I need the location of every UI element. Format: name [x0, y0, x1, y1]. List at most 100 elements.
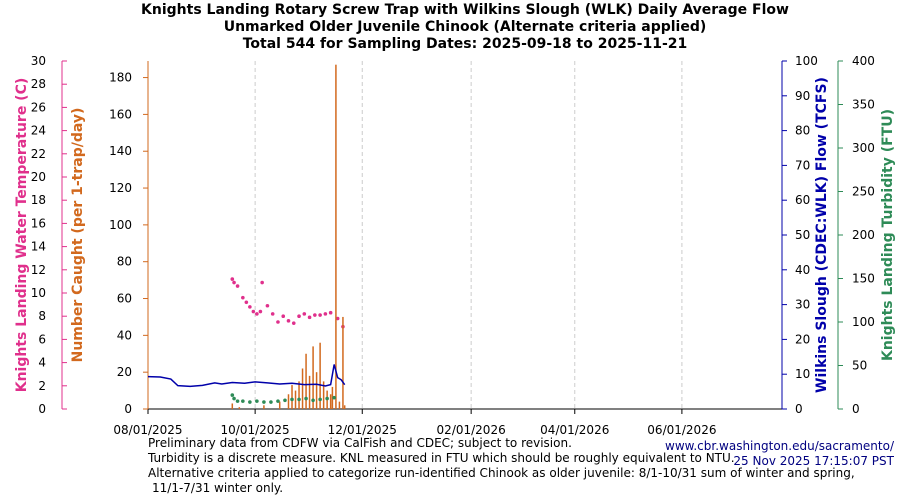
bar [308, 375, 311, 409]
y-tick-label: 80 [117, 255, 132, 269]
y-tick-label: 12 [31, 263, 46, 277]
bar [342, 316, 344, 409]
point [311, 398, 315, 403]
point [318, 397, 322, 402]
bar [298, 381, 300, 409]
y-tick-label: 300 [852, 141, 875, 155]
point [297, 397, 301, 402]
bar [231, 403, 234, 409]
point [232, 396, 236, 401]
y-tick-label: 0 [38, 402, 46, 416]
y-tick-label: 6 [38, 332, 46, 346]
point [248, 400, 252, 404]
chart-subtitle: Total 544 for Sampling Dates: 2025-09-18… [243, 36, 688, 52]
bar [238, 407, 241, 409]
bar [305, 353, 307, 409]
point [262, 400, 266, 404]
y-tick-label: 0 [795, 402, 803, 416]
point [290, 397, 294, 402]
y-tick-label: 80 [795, 124, 810, 138]
y-tick-label: 100 [795, 54, 818, 68]
y-tick-label: 50 [852, 359, 867, 373]
y-tick-label: 20 [795, 332, 810, 346]
y-tick-label: 20 [117, 365, 132, 379]
bar [335, 64, 337, 409]
y-tick-label: 30 [795, 298, 810, 312]
y-tick-label: 14 [31, 240, 46, 254]
y-tick-label: 26 [31, 100, 46, 114]
point [276, 399, 280, 403]
x-tick-label: 12/01/2025 [328, 423, 397, 437]
y-tick-label: 10 [31, 286, 46, 300]
x-tick-label: 10/01/2025 [221, 423, 290, 437]
y-tick-label: 24 [31, 124, 46, 138]
point [307, 315, 312, 320]
y-tick-label: 140 [109, 144, 132, 158]
y-tick-label: 70 [795, 158, 810, 172]
point [283, 398, 287, 403]
point [323, 312, 328, 316]
timestamp: 25 Nov 2025 17:15:07 PST [733, 454, 894, 468]
point [291, 321, 296, 325]
point [255, 399, 259, 403]
bar [319, 342, 321, 409]
y-tick-label: 40 [117, 328, 132, 342]
point [328, 310, 333, 315]
point [244, 300, 249, 305]
point [235, 284, 240, 288]
y-tick-label: 100 [109, 218, 132, 232]
bar [343, 405, 346, 409]
point [304, 396, 308, 401]
y-tick-label: 10 [795, 367, 810, 381]
y-tick-label: 100 [852, 315, 875, 329]
y-tick-label: 200 [852, 228, 875, 242]
x-tick-label: 08/01/2025 [113, 423, 182, 437]
point [258, 309, 263, 314]
y-axis-title: Knights Landing Turbidity (FTU) [880, 109, 896, 361]
y-tick-label: 60 [117, 292, 132, 306]
chart-title: Knights Landing Rotary Screw Trap with W… [141, 2, 789, 18]
y-tick-label: 250 [852, 185, 875, 199]
y-tick-label: 2 [38, 379, 46, 393]
y-tick-label: 16 [31, 216, 46, 230]
y-tick-label: 350 [852, 98, 875, 112]
point [325, 396, 329, 401]
x-tick-label: 02/01/2026 [437, 423, 506, 437]
y-tick-label: 8 [38, 309, 46, 323]
point [235, 399, 240, 403]
line [147, 364, 346, 388]
footnote: Alternative criteria applied to categori… [148, 466, 855, 480]
bar [301, 368, 304, 409]
footnote: 11/1-7/31 winter only. [152, 481, 283, 495]
chart-subtitle: Unmarked Older Juvenile Chinook (Alterna… [224, 19, 707, 35]
y-axis-title: Number Caught (per 1-trap/day) [70, 108, 86, 363]
point [232, 280, 236, 285]
bar [294, 390, 297, 409]
y-tick-label: 4 [38, 356, 46, 370]
y-tick-label: 22 [31, 147, 46, 161]
bar [322, 381, 325, 409]
y-axis-title: Knights Landing Water Temperature (C) [14, 78, 30, 393]
bar [278, 401, 281, 409]
bar [315, 372, 318, 409]
point [318, 313, 322, 317]
point [251, 309, 256, 314]
point [248, 305, 252, 309]
point [230, 393, 235, 397]
bar [312, 346, 314, 409]
point [302, 312, 307, 316]
source-url: www.cbr.washington.edu/sacramento/ [665, 439, 895, 453]
bar [263, 405, 265, 409]
point [313, 313, 317, 317]
bar [291, 385, 293, 409]
point [281, 314, 286, 319]
point [297, 314, 301, 319]
y-tick-label: 400 [852, 54, 875, 68]
point [265, 303, 270, 308]
bar [338, 401, 341, 409]
y-tick-label: 20 [31, 170, 46, 184]
point [241, 295, 245, 300]
x-tick-label: 04/01/2026 [540, 423, 609, 437]
y-tick-label: 90 [795, 89, 810, 103]
